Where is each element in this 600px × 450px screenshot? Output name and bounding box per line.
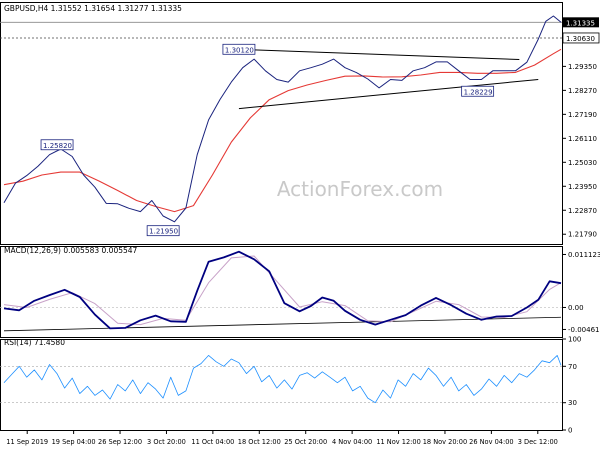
macd-tick-label: 0.011123 [568,251,600,259]
rsi-tick-label: 0 [568,427,572,435]
ema-line [3,48,562,213]
triangle-trendline [238,78,539,110]
time-tick-label: 11 Oct 04:00 [191,438,234,446]
time-tick-label: 4 Nov 04:00 [332,438,372,446]
macd-label: MACD(12,26,9) 0.005583 0.005547 [4,246,138,255]
price-tick-label: 1.25030 [568,159,597,167]
time-axis: 11 Sep 2019 19 Sep 04:00 26 Sep 12:00 3 Oct… [6,430,558,446]
current-price-label: 1.31335 [566,19,595,27]
rsi-panel: 100 70 30 0 [0,336,581,435]
time-tick-label: 18 Nov 20:00 [423,438,467,446]
level-price-tag [562,32,600,44]
price-tick-label: 1.21790 [568,231,597,239]
time-tick-label: 18 Oct 12:00 [238,438,281,446]
rsi-tick-label: 30 [568,399,577,407]
price-annotation-label: 1.30120 [225,46,254,54]
price-tick-label: 1.29350 [568,63,597,71]
rsi-tick-label: 100 [568,336,581,344]
price-tick-label: 1.26110 [568,135,597,143]
rsi-panel-frame [0,339,563,431]
macd-tick-label: 0.00 [568,304,584,312]
price-tick-label: 1.23950 [568,183,597,191]
macd-line [3,250,562,330]
price-annotation-box [40,139,74,151]
price-tick-label: 1.28270 [568,87,597,95]
time-tick-label: 19 Sep 04:00 [52,438,96,446]
price-annotation-label: 1.21950 [149,228,178,236]
price-annotation-box [461,85,495,97]
price-panel-frame [0,2,563,245]
price-line [3,15,562,223]
price-panel: 1.29350 1.28270 1.27190 1.26110 1.25030 1.239… [0,2,600,245]
macd-trendline [3,316,562,332]
time-tick-label: 3 Oct 20:00 [147,438,186,446]
price-tick-label: 1.27190 [568,111,597,119]
time-tick-label: 3 Dec 12:00 [518,438,558,446]
time-tick-label: 26 Nov 04:00 [469,438,513,446]
triangle-trendline [238,48,520,61]
time-tick-label: 11 Nov 12:00 [376,438,420,446]
price-annotation-label: 1.28229 [464,88,493,96]
macd-panel-frame [0,246,563,338]
rsi-line [3,354,562,404]
macd-signal-line [3,255,562,326]
price-annotation-box [146,225,180,237]
price-annotation-box [222,43,256,55]
chart-header: GBPUSD,H4 1.31552 1.31654 1.31277 1.3133… [4,4,182,13]
time-tick-label: 11 Sep 2019 [6,438,48,446]
price-tick-label: 1.22870 [568,207,597,215]
time-tick-label: 26 Sep 12:00 [98,438,142,446]
current-price-tag [563,17,599,28]
macd-tick-label: -0.004617 [568,326,600,334]
macd-panel: 0.011123 0.00 -0.004617 [0,246,600,338]
time-tick-label: 25 Oct 20:00 [284,438,327,446]
level-price-label: 1.30630 [566,35,595,43]
rsi-label: RSI(14) 71.4580 [4,338,65,347]
watermark: ActionForex.com [277,177,443,201]
rsi-tick-label: 70 [568,363,577,371]
price-annotation-label: 1.25820 [43,142,72,150]
